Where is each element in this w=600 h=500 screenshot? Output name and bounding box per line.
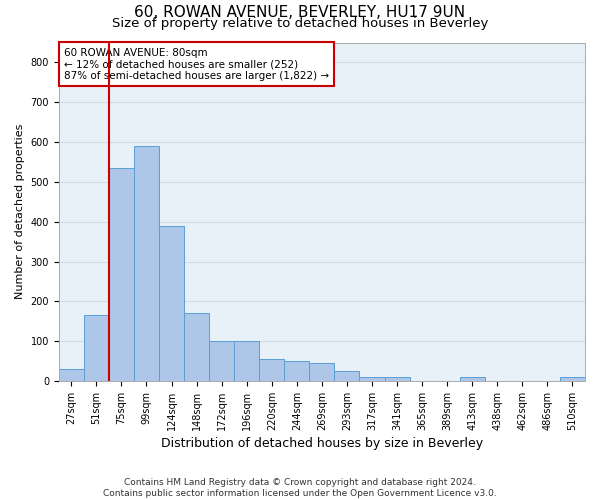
- Bar: [159, 226, 184, 381]
- Bar: [134, 146, 159, 381]
- Text: Contains HM Land Registry data © Crown copyright and database right 2024.
Contai: Contains HM Land Registry data © Crown c…: [103, 478, 497, 498]
- Bar: [334, 371, 359, 381]
- Bar: [184, 314, 209, 381]
- Bar: [359, 377, 385, 381]
- Text: Size of property relative to detached houses in Beverley: Size of property relative to detached ho…: [112, 18, 488, 30]
- Bar: [310, 363, 334, 381]
- Y-axis label: Number of detached properties: Number of detached properties: [15, 124, 25, 300]
- Bar: [234, 341, 259, 381]
- X-axis label: Distribution of detached houses by size in Beverley: Distribution of detached houses by size …: [161, 437, 483, 450]
- Bar: [59, 369, 84, 381]
- Text: 60, ROWAN AVENUE, BEVERLEY, HU17 9UN: 60, ROWAN AVENUE, BEVERLEY, HU17 9UN: [134, 5, 466, 20]
- Bar: [460, 377, 485, 381]
- Bar: [109, 168, 134, 381]
- Bar: [209, 341, 234, 381]
- Bar: [84, 316, 109, 381]
- Text: 60 ROWAN AVENUE: 80sqm
← 12% of detached houses are smaller (252)
87% of semi-de: 60 ROWAN AVENUE: 80sqm ← 12% of detached…: [64, 48, 329, 81]
- Bar: [284, 361, 310, 381]
- Bar: [259, 359, 284, 381]
- Bar: [385, 377, 410, 381]
- Bar: [560, 377, 585, 381]
